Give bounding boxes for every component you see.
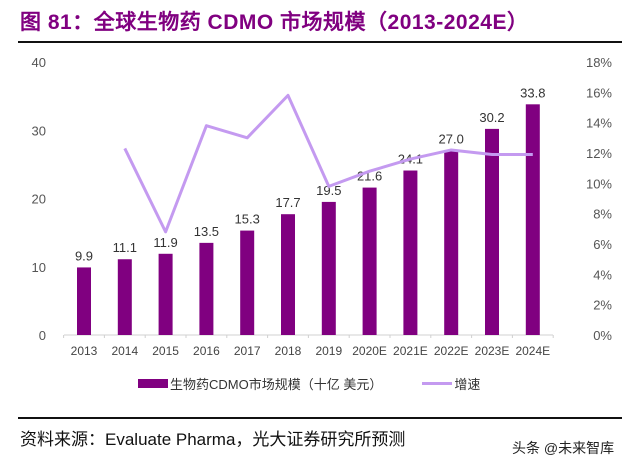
x-tick-label: 2016: [193, 344, 220, 358]
bar-2023E: [485, 128, 499, 335]
bar-2024E: [525, 104, 540, 335]
y-right-tick-label: 14%: [586, 116, 612, 131]
y-left-tick-label: 0: [39, 328, 46, 343]
legend-bar-label: 生物药CDMO市场规模（十亿 美元）: [170, 377, 383, 392]
y-left-tick-label: 10: [32, 260, 46, 275]
source-label: 资料来源：: [20, 430, 105, 450]
bar-value-label: 11.1: [113, 240, 137, 255]
legend-line-label: 增速: [454, 377, 481, 392]
bar-2013: [77, 267, 91, 335]
bar-value-label: 27.0: [439, 132, 464, 147]
chart-title: 图 81：全球生物药 CDMO 市场规模（2013-2024E）: [20, 11, 529, 34]
bar-value-label: 11.9: [153, 235, 177, 250]
x-tick-label: 2013: [71, 344, 98, 358]
y-right-tick-label: 10%: [586, 176, 612, 191]
x-tick-label: 2021E: [393, 344, 428, 358]
y-left-tick-label: 30: [32, 123, 46, 138]
source-en: Evaluate Pharma: [105, 430, 236, 449]
y-right-tick-label: 2%: [593, 298, 612, 313]
y-right-tick-label: 0%: [593, 328, 612, 343]
bar-2019: [321, 201, 336, 335]
bar-2014: [117, 259, 132, 335]
x-tick-label: 2019: [315, 344, 342, 358]
x-tick-label: 2023E: [475, 344, 510, 358]
chart: 0 10 20 30 40 0% 2% 4% 6% 8% 10% 12% 14% 16% 18% 9.9 201…: [32, 55, 613, 358]
y-right-tick-label: 12%: [586, 146, 612, 161]
bar-2015: [158, 253, 173, 335]
x-tick-label: 2022E: [434, 344, 469, 358]
bar-value-label: 30.2: [479, 110, 504, 125]
y-right-tick-label: 6%: [593, 237, 612, 252]
source-cn: ，光大证券研究所预测: [235, 430, 406, 450]
growth-line: [123, 93, 533, 234]
bar-2020E: [362, 187, 377, 335]
bar-value-label: 19.5: [316, 183, 341, 198]
x-tick-label: 2014: [111, 344, 138, 358]
bar-2021E: [403, 170, 418, 335]
source-divider: [18, 417, 622, 419]
x-tick-label: 2017: [234, 344, 261, 358]
y-right-tick-label: 8%: [593, 207, 612, 222]
source-note: 资料来源：Evaluate Pharma，光大证券研究所预测: [20, 425, 405, 450]
legend-line-swatch: [422, 382, 453, 385]
y-left-tick-label: 40: [32, 55, 46, 70]
x-tick-label: 2018: [275, 344, 302, 358]
y-left-tick-label: 20: [32, 192, 46, 207]
x-tick-label: 2015: [152, 344, 179, 358]
x-tick-label: 2024E: [515, 344, 550, 358]
bar-value-label: 17.7: [275, 195, 300, 210]
title-divider: [18, 41, 622, 43]
bar-2022E: [444, 150, 459, 335]
bar-value-label: 33.8: [520, 85, 545, 100]
bar-value-label: 15.3: [235, 212, 260, 227]
watermark: 头条 @未来智库: [512, 440, 615, 456]
x-tick-label: 2020E: [352, 344, 387, 358]
bar-2016: [199, 242, 214, 335]
bar-value-label: 13.5: [194, 224, 219, 239]
legend: 生物药CDMO市场规模（十亿 美元） 增速: [138, 374, 480, 393]
legend-bar-swatch: [138, 379, 168, 388]
y-right-tick-label: 4%: [593, 267, 612, 282]
y-right-tick-label: 16%: [586, 85, 612, 100]
bar-value-label: 9.9: [75, 248, 93, 263]
bar-2017: [240, 230, 255, 335]
y-right-tick-label: 18%: [586, 55, 612, 70]
bar-2018: [281, 214, 295, 335]
